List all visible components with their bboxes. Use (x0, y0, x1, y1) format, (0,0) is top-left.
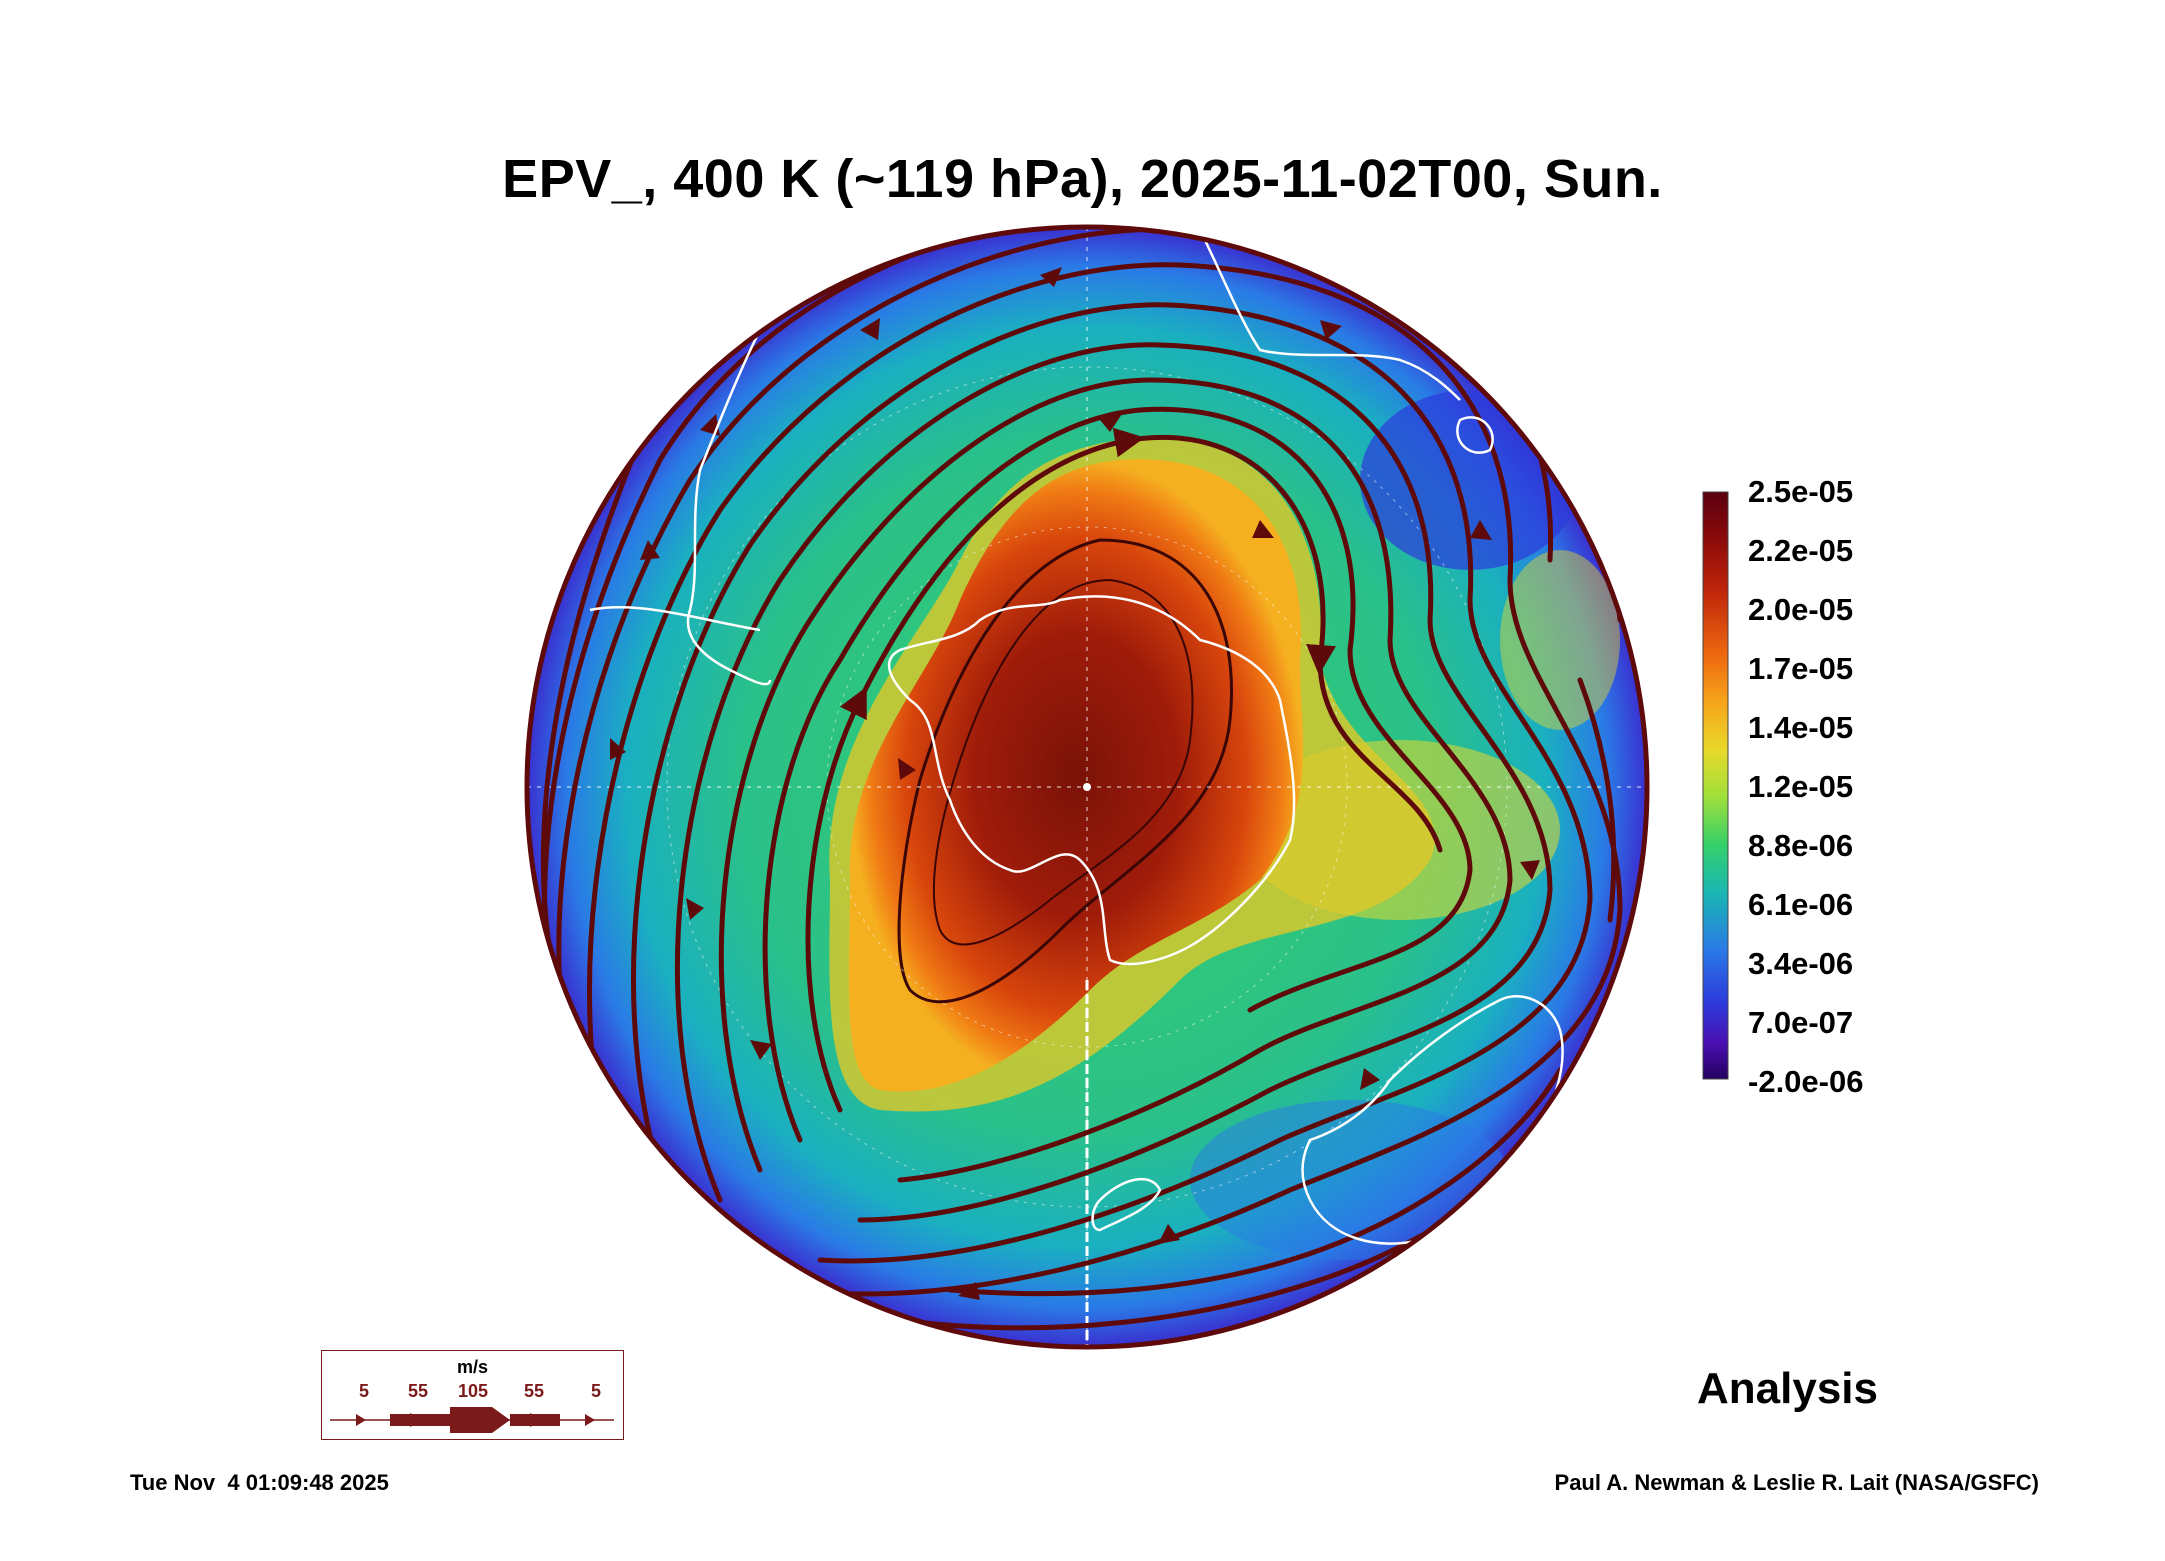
streamline-arrows (610, 267, 1540, 1300)
wind-legend-label: 105 (457, 1381, 489, 1401)
colorbar-tick-label: 2.5e-05 (1748, 474, 1854, 509)
colorbar-tick-label: 7.0e-07 (1748, 1005, 1854, 1040)
footer-timestamp: Tue Nov 4 01:09:48 2025 (130, 1470, 389, 1495)
colorbar-tick-label: 8.8e-06 (1748, 828, 1854, 863)
wind-legend-arrow (330, 1407, 614, 1433)
coastlines (589, 229, 1564, 1245)
wind-legend-label: 5 (590, 1381, 602, 1401)
madagascar-coast (1456, 416, 1494, 454)
wind-legend-label: 55 (523, 1381, 545, 1401)
africa-coast (1198, 229, 1461, 401)
colorbar-tick-label: 2.2e-05 (1748, 533, 1854, 568)
colorbar (1702, 491, 1729, 1080)
colorbar-tick-label: -2.0e-06 (1748, 1064, 1864, 1099)
footer-credit: Paul A. Newman & Leslie R. Lait (NASA/GS… (1554, 1470, 2039, 1495)
map-title: EPV_, 400 K (~119 hPa), 2025-11-02T00, S… (502, 149, 1663, 209)
colorbar-tick-label: 1.2e-05 (1748, 769, 1854, 804)
colorbar-tick-label: 1.4e-05 (1748, 710, 1854, 745)
antarctica-coast (888, 595, 1296, 966)
south-america-coast (686, 329, 772, 686)
wind-legend-label: 5 (358, 1381, 370, 1401)
analysis-label: Analysis (1697, 1364, 1878, 1413)
new-zealand-coast (1091, 1177, 1162, 1232)
wind-legend-unit: m/s (456, 1357, 489, 1377)
colorbar-tick-label: 2.0e-05 (1748, 592, 1854, 627)
colorbar-tick-label: 1.7e-05 (1748, 651, 1854, 686)
colorbar-tick-label: 6.1e-06 (1748, 887, 1854, 922)
colorbar-tick-label: 3.4e-06 (1748, 946, 1854, 981)
wind-speed-legend: m/s 5 55 105 55 5 (321, 1350, 624, 1440)
wind-legend-label: 55 (407, 1381, 429, 1401)
